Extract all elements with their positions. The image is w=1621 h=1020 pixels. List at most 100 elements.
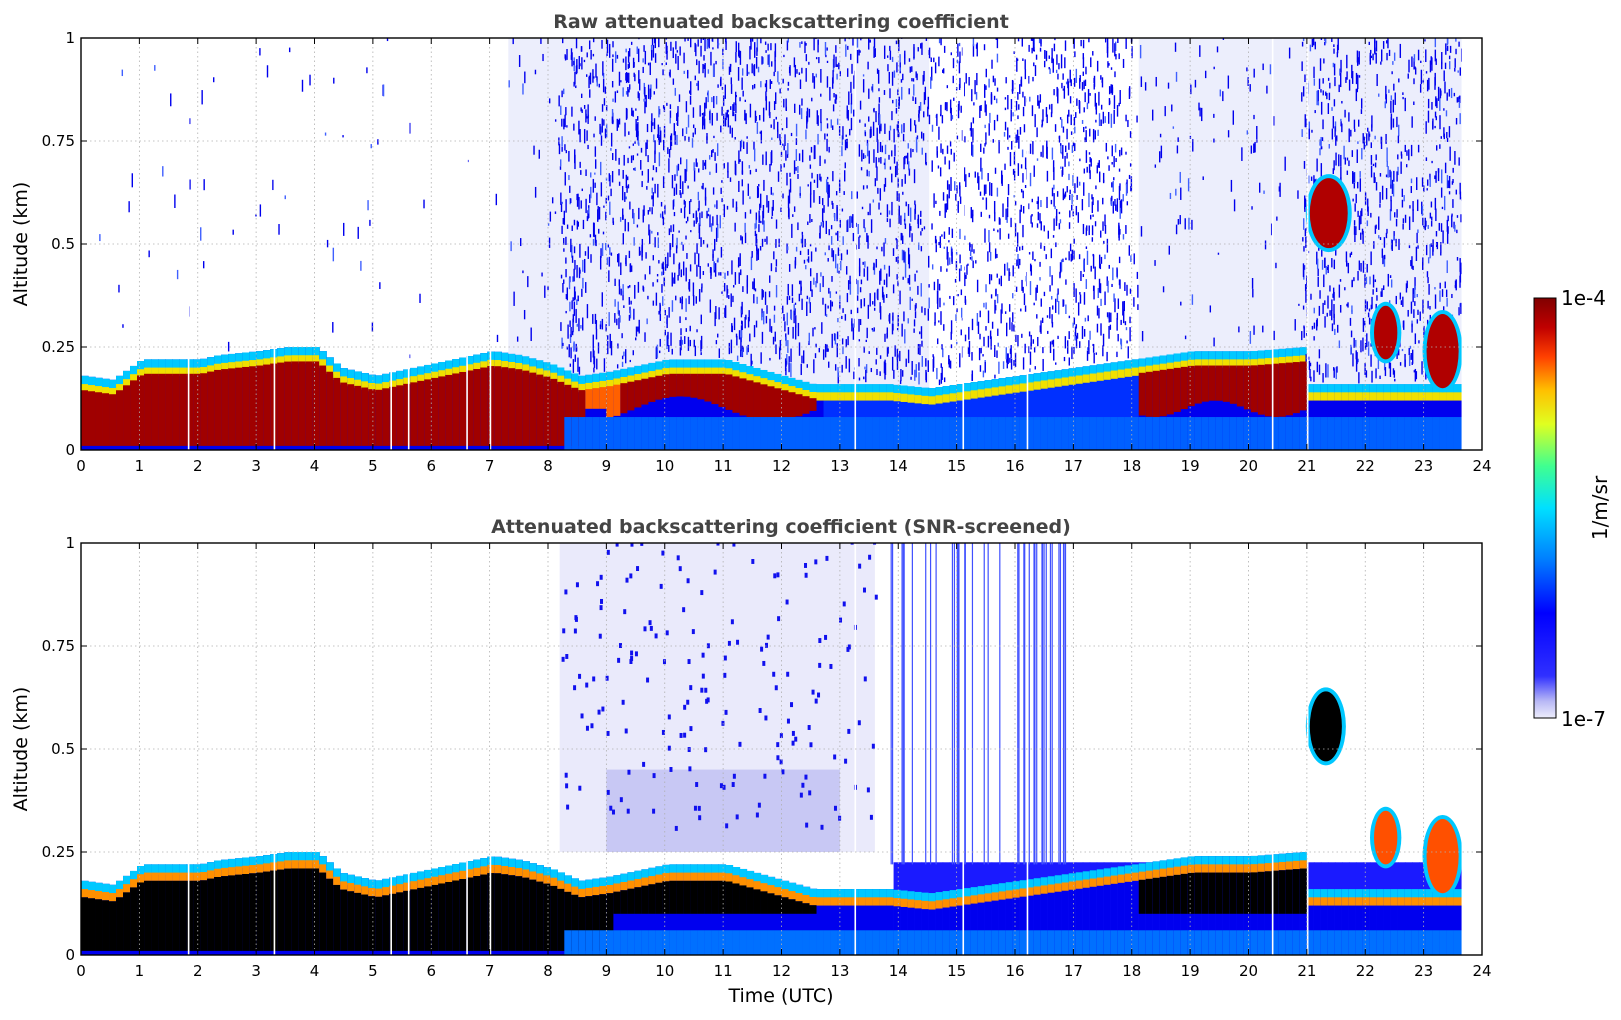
noise-speckle xyxy=(575,38,578,49)
noise-speckle xyxy=(1111,87,1114,94)
noise-speckle xyxy=(865,339,867,343)
noise-speckle xyxy=(1385,188,1388,200)
noise-speckle xyxy=(1389,169,1391,178)
heatmap-cell xyxy=(613,378,621,387)
noise-speckle xyxy=(895,99,898,108)
upper-feature xyxy=(1426,314,1459,389)
noise-speckle xyxy=(748,71,750,75)
noise-speckle xyxy=(646,186,648,190)
noise-speckle xyxy=(909,296,911,310)
noise-speckle xyxy=(684,201,686,208)
noise-speckle xyxy=(988,242,991,253)
noise-speckle xyxy=(638,207,640,220)
noise-speckle xyxy=(1421,205,1424,216)
noise-speckle xyxy=(709,111,711,121)
noise-speckle xyxy=(1093,77,1095,84)
noise-speckle xyxy=(738,50,741,58)
noise-speckle xyxy=(598,206,601,220)
noise-speckle xyxy=(1429,212,1432,219)
noise-speckle xyxy=(739,97,741,102)
noise-speckle xyxy=(637,281,640,293)
noise-speckle xyxy=(741,68,744,76)
heatmap-cell xyxy=(158,864,166,875)
noise-speckle xyxy=(1382,285,1385,291)
noise-speckle xyxy=(1371,370,1373,383)
noise-speckle xyxy=(765,315,768,324)
noise-speckle xyxy=(534,69,537,75)
heatmap-cell xyxy=(396,379,404,388)
noise-speckle xyxy=(989,251,992,261)
noise-speckle xyxy=(715,60,717,65)
noise-speckle xyxy=(918,372,920,385)
noise-speckle xyxy=(896,239,898,250)
noise-speckle xyxy=(1411,256,1413,269)
noise-speckle xyxy=(714,263,717,277)
noise-speckle xyxy=(898,99,900,109)
noise-speckle xyxy=(213,77,215,83)
noise-speckle xyxy=(1327,103,1330,114)
noise-speckle xyxy=(1083,292,1086,305)
heatmap-cell xyxy=(1033,373,1042,384)
noise-speckle xyxy=(1414,277,1416,290)
heatmap-cell xyxy=(361,373,369,384)
heatmap-cell xyxy=(291,347,299,358)
noise-speckle xyxy=(1451,293,1453,299)
noise-speckle xyxy=(1335,136,1337,146)
heatmap-cell xyxy=(725,38,734,361)
noise-speckle xyxy=(980,211,982,217)
noise-speckle xyxy=(1022,58,1024,61)
noise-speckle xyxy=(769,79,772,89)
noise-speckle xyxy=(899,380,902,384)
noise-speckle xyxy=(1419,311,1421,321)
noise-speckle xyxy=(633,212,635,225)
noise-speckle xyxy=(1076,176,1079,188)
noise-speckle xyxy=(1093,285,1095,300)
noise-speckle xyxy=(740,139,743,148)
heatmap-cell xyxy=(704,367,713,376)
noise-speckle xyxy=(911,66,913,72)
noise-speckle xyxy=(1125,38,1127,49)
noise-speckle xyxy=(1445,110,1448,117)
noise-speckle xyxy=(767,43,769,51)
noise-speckle xyxy=(1072,142,1075,147)
noise-speckle xyxy=(1219,89,1222,97)
heatmap-cell xyxy=(1432,392,1441,401)
heatmap-cell xyxy=(1054,370,1063,450)
heatmap-cell xyxy=(1453,417,1462,450)
heatmap-cell xyxy=(179,359,187,370)
heatmap-cell xyxy=(1250,359,1259,368)
noise-speckle xyxy=(1374,135,1376,140)
noise-speckle xyxy=(1414,301,1416,306)
noise-speckle xyxy=(1396,349,1398,359)
heatmap-cell xyxy=(977,417,986,450)
noise-speckle xyxy=(791,284,794,297)
noise-speckle xyxy=(940,143,942,153)
heatmap-cell xyxy=(1243,351,1252,362)
noise-speckle xyxy=(524,71,526,84)
noise-speckle xyxy=(927,96,930,110)
noise-speckle xyxy=(1430,243,1433,247)
heatmap-cell xyxy=(256,365,264,446)
noise-speckle xyxy=(651,207,653,215)
noise-speckle xyxy=(1114,41,1117,52)
noise-speckle xyxy=(755,56,758,69)
noise-speckle xyxy=(728,342,731,355)
noise-speckle xyxy=(674,87,677,96)
noise-speckle xyxy=(1122,58,1125,68)
noise-speckle xyxy=(805,129,807,140)
noise-speckle xyxy=(581,288,583,297)
noise-speckle xyxy=(1339,73,1342,88)
noise-speckle xyxy=(659,338,661,347)
noise-speckle xyxy=(875,157,877,168)
noise-speckle xyxy=(761,288,763,300)
heatmap-cell xyxy=(781,417,790,450)
noise-speckle xyxy=(583,129,586,144)
heatmap-cell xyxy=(242,360,250,370)
noise-speckle xyxy=(943,377,946,383)
noise-speckle xyxy=(1302,237,1304,242)
noise-speckle xyxy=(1213,113,1215,118)
noise-speckle xyxy=(622,233,624,245)
noise-speckle xyxy=(1062,73,1064,80)
noise-speckle xyxy=(903,157,905,170)
noise-speckle xyxy=(579,243,581,258)
